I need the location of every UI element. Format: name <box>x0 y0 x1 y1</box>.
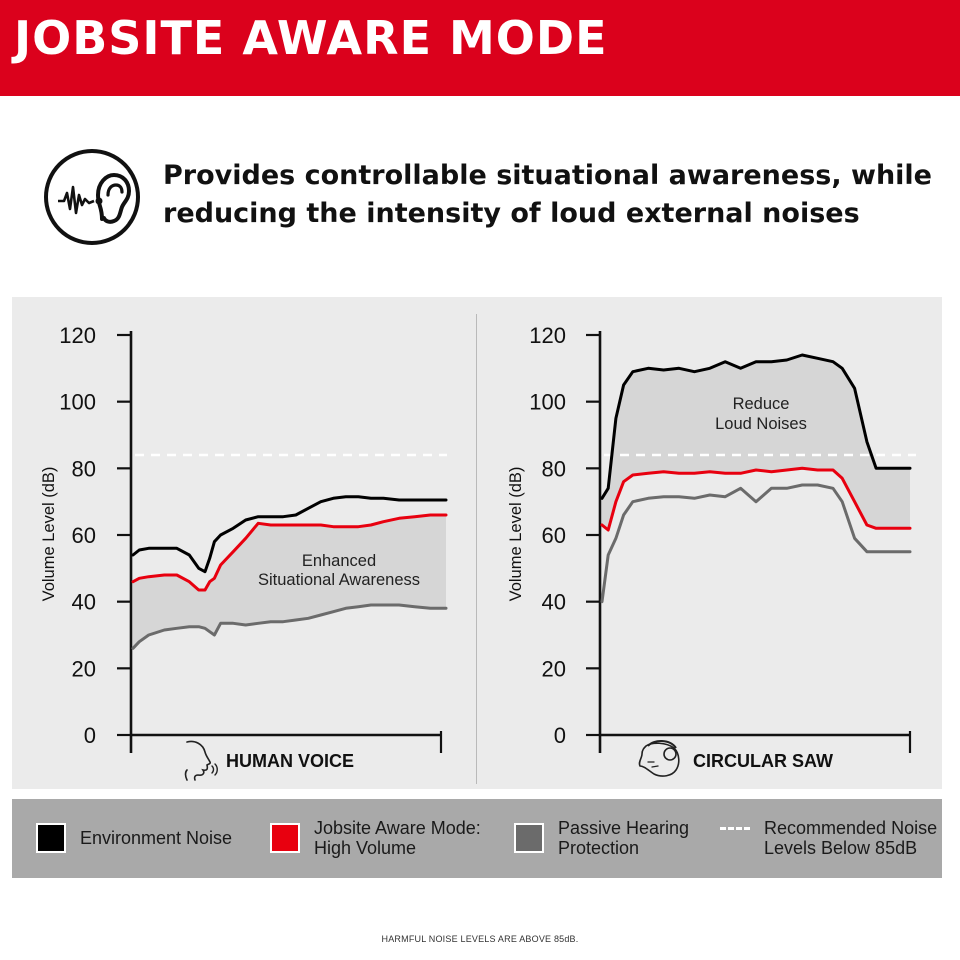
legend-dashed-line <box>720 826 750 830</box>
y-axis-label: Volume Level (dB) <box>507 467 525 602</box>
y-tick-label: 0 <box>84 723 96 748</box>
series-line-jobsite-aware-mode-high-volume <box>131 513 448 592</box>
shaded-band <box>133 515 446 649</box>
y-tick-label: 80 <box>542 456 566 481</box>
y-tick-label: 60 <box>542 523 566 548</box>
y-tick-label: 60 <box>72 523 96 548</box>
y-tick-label: 80 <box>72 456 96 481</box>
shaded-band <box>602 355 910 530</box>
ear-sound-icon <box>44 149 140 245</box>
legend-item-jobsite-aware: Jobsite Aware Mode: High Volume <box>270 814 481 862</box>
annotation-line-2: Loud Noises <box>715 415 807 433</box>
y-tick-label: 40 <box>542 590 566 615</box>
legend-label: Recommended Noise Levels Below 85dB <box>764 818 938 858</box>
legend-swatch-gray <box>514 823 544 853</box>
head-with-earmuffs-icon <box>638 740 680 777</box>
legend-label: Jobsite Aware Mode: High Volume <box>314 818 481 858</box>
legend-swatch-black <box>36 823 66 853</box>
legend-bar <box>12 799 942 878</box>
annotation-line-2: Situational Awareness <box>258 571 420 589</box>
series-line-passive-hearing-protection <box>131 603 448 650</box>
legend-label: Environment Noise <box>80 828 233 848</box>
footnote: HARMFUL NOISE LEVELS ARE ABOVE 85dB. <box>381 934 579 944</box>
y-tick-label: 100 <box>529 390 566 415</box>
legend-item-recommended: Recommended Noise Levels Below 85dB <box>720 814 937 862</box>
title-banner: JOBSITE AWARE MODE <box>0 0 960 96</box>
series-line-environment-noise <box>131 495 448 574</box>
chart-divider <box>476 314 477 784</box>
chart-human-voice: 0 20 40 60 80 100 120 Enhanced Situational Awa… <box>40 323 448 781</box>
intro-text: Provides controllable situational awaren… <box>163 160 932 229</box>
annotation-line-1: Reduce <box>733 395 790 413</box>
y-tick-label: 40 <box>72 590 96 615</box>
y-tick-label: 20 <box>72 656 96 681</box>
legend-label: Passive Hearing Protection <box>558 818 690 858</box>
legend-swatch-red <box>270 823 300 853</box>
chart-circular-saw: 0 20 40 60 80 100 120 Reduce Loud Noises Volum… <box>507 323 916 777</box>
annotation-line-1: Enhanced <box>302 552 376 570</box>
y-tick-label: 20 <box>542 656 566 681</box>
y-axis-label: Volume Level (dB) <box>40 467 58 602</box>
series-line-jobsite-aware-mode-high-volume <box>600 466 912 532</box>
speaking-head-icon <box>184 740 218 781</box>
x-axis-label: HUMAN VOICE <box>226 751 354 771</box>
y-tick-label: 100 <box>59 390 96 415</box>
series-line-environment-noise <box>600 353 912 500</box>
legend-item-environment: Environment Noise <box>36 814 232 862</box>
y-tick-label: 0 <box>554 723 566 748</box>
series-line-passive-hearing-protection <box>600 483 912 604</box>
y-tick-label: 120 <box>529 323 566 348</box>
x-axis-label: CIRCULAR SAW <box>693 751 833 771</box>
legend-item-passive: Passive Hearing Protection <box>514 814 689 862</box>
page-title: JOBSITE AWARE MODE <box>14 11 608 65</box>
y-tick-label: 120 <box>59 323 96 348</box>
